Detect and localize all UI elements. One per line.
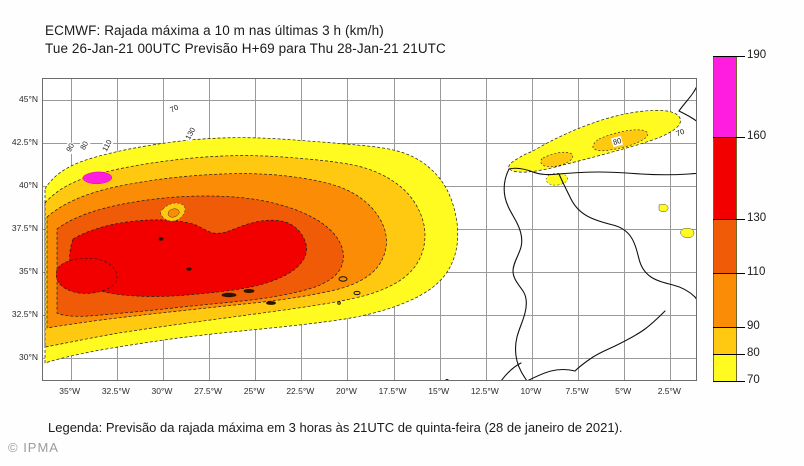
colorbar-tick-mark: [713, 381, 745, 382]
y-axis-tick-label: 42.5°N: [11, 136, 38, 147]
y-axis-tick-label: 40°N: [19, 179, 38, 190]
x-axis-tick-label: 25°W: [243, 386, 265, 396]
x-axis-tick-label: 2.5°W: [657, 386, 681, 396]
colorbar-band-130-160: [714, 138, 736, 220]
colorbar-tick-mark: [713, 272, 745, 274]
contour-patch-inland-1: [680, 228, 695, 238]
colorbar-band-70-80: [714, 354, 736, 382]
legend-caption: Legenda: Previsão da rajada máxima em 3 …: [48, 420, 623, 435]
colorbar-band-80-90: [714, 327, 736, 355]
y-axis-tick-label: 35°N: [19, 265, 38, 276]
x-axis-tick-label: 15°W: [428, 386, 450, 396]
x-axis-tick-label: 17.5°W: [378, 386, 407, 396]
colorbar-tick-mark: [713, 218, 745, 220]
map-inner: 70 90 80 110 130 70 80: [43, 79, 696, 380]
x-axis-tick-label: 5°W: [615, 386, 632, 396]
colorbar-tick-mark: [713, 353, 745, 355]
x-axis-tick-label: 22.5°W: [286, 386, 315, 396]
x-axis-tick-label: 30°W: [151, 386, 173, 396]
contour-patch-galicia: [545, 173, 568, 186]
colorbar-tick-label: 130: [747, 211, 767, 224]
contour-band-130-lobe: [55, 257, 118, 294]
contour-hole-azores-2: [167, 208, 180, 218]
contour-band-130-core: [69, 219, 307, 297]
colorbar-tick-label: 110: [747, 265, 766, 278]
colorbar-tick-mark: [713, 137, 745, 139]
colorbar-tick-label: 160: [747, 130, 767, 143]
page-subtitle: Tue 26-Jan-21 00UTC Previsão H+69 para T…: [45, 41, 446, 56]
gridline-horizontal: [43, 357, 696, 359]
x-axis-tick-label: 35°W: [59, 386, 81, 396]
colorbar-tick-label: 90: [747, 319, 760, 332]
colorbar-tick-label: 190: [747, 49, 767, 61]
gridline-horizontal: [43, 99, 696, 101]
x-axis-tick-label: 32.5°W: [101, 386, 130, 396]
contour-band-70-biscay: [508, 110, 681, 173]
contour-band-160-peak: [82, 171, 112, 184]
coastline-nw-africa: [501, 310, 666, 380]
coastline-iberia-france: [503, 167, 696, 380]
copyright-notice: © IPMA: [8, 440, 59, 455]
x-axis-tick-label: 12.5°W: [470, 386, 499, 396]
gridline-horizontal: [43, 142, 696, 144]
colorbar-band-90-110: [714, 273, 736, 328]
chart-title-block: ECMWF: Rajada máxima a 10 m nas últimas …: [45, 22, 446, 58]
y-axis-tick-label: 45°N: [19, 93, 38, 104]
colorbar-tick-label: 70: [747, 374, 760, 386]
contour-patch-inland-3: [658, 204, 669, 212]
colorbar-tick-mark: [713, 56, 745, 57]
coastline-madeira: [445, 379, 449, 380]
colorbar-band-110-130: [714, 219, 736, 274]
map-contour-svg: [44, 87, 696, 380]
gridline-horizontal: [43, 314, 696, 316]
page-title: ECMWF: Rajada máxima a 10 m nas últimas …: [45, 23, 384, 38]
y-axis-tick-label: 32.5°N: [11, 308, 38, 319]
map-plot-area[interactable]: 70 90 80 110 130 70 80: [42, 78, 697, 381]
contour-band-80-biscay-2: [540, 151, 574, 168]
x-axis-tick-label: 7.5°W: [565, 386, 589, 396]
colorbar-band-160-190: [714, 57, 736, 139]
coastline-brittany: [678, 87, 696, 122]
x-axis-tick-label: 20°W: [335, 386, 357, 396]
colorbar-tick-label: 80: [747, 346, 760, 359]
coastline-azores: [158, 237, 276, 305]
x-axis-tick-label: 10°W: [520, 386, 542, 396]
coastline-islets-east: [337, 276, 361, 305]
y-axis-tick-label: 37.5°N: [11, 222, 38, 233]
colorbar-tick-mark: [713, 326, 745, 328]
x-axis-tick-label: 27.5°W: [194, 386, 223, 396]
y-axis-tick-label: 30°N: [19, 351, 38, 362]
